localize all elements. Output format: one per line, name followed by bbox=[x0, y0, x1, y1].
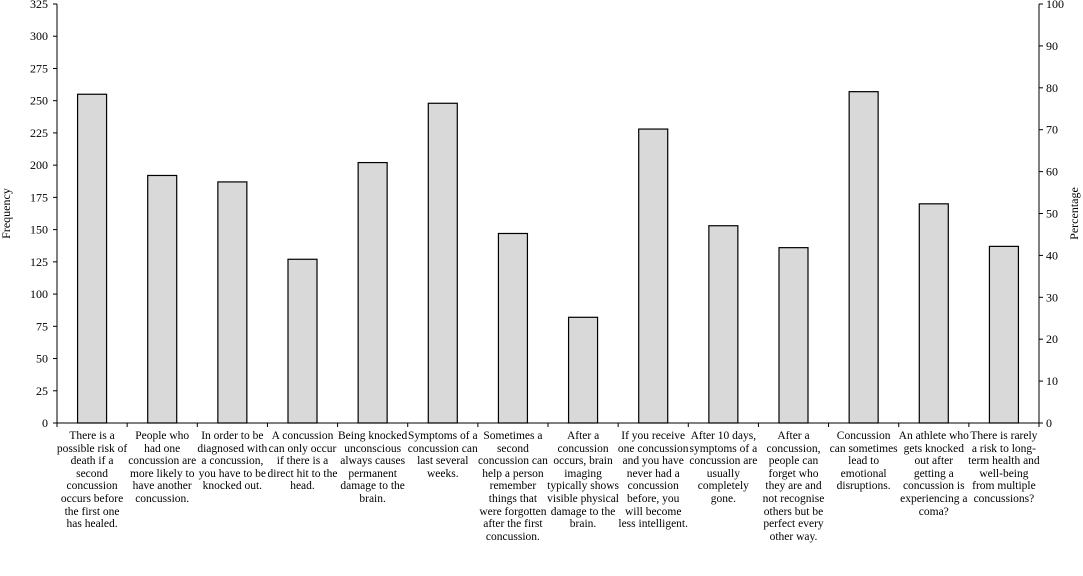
bar bbox=[427, 102, 458, 424]
y2-tick-label: 50 bbox=[1046, 207, 1058, 221]
y-tick-label: 75 bbox=[36, 319, 48, 333]
y2-tick-label: 0 bbox=[1046, 416, 1052, 430]
bar bbox=[76, 93, 108, 424]
bar bbox=[217, 181, 248, 424]
x-category-label: After 10 days, symptoms of a concussion … bbox=[689, 430, 758, 505]
y2-tick-label: 40 bbox=[1046, 248, 1058, 262]
y-tick-label: 50 bbox=[36, 352, 48, 366]
bar bbox=[357, 161, 388, 424]
y-tick-label: 300 bbox=[30, 29, 48, 43]
y2-tick-label: 60 bbox=[1046, 165, 1058, 179]
x-category-label: After a concussion, people can forget wh… bbox=[762, 430, 825, 543]
bar bbox=[778, 247, 809, 424]
x-category-label: People who had one concussion are more l… bbox=[128, 430, 197, 505]
x-category-label: An athlete who gets knocked out after ge… bbox=[898, 430, 969, 518]
y-tick-label: 275 bbox=[30, 61, 48, 75]
bar bbox=[638, 128, 669, 424]
y2-tick-label: 100 bbox=[1046, 0, 1064, 11]
y-tick-label: 25 bbox=[36, 384, 48, 398]
x-category-label: There is a possible risk of death if a s… bbox=[56, 430, 128, 531]
y-tick-label: 125 bbox=[30, 255, 48, 269]
bar bbox=[918, 203, 949, 424]
x-category-label: In order to be diagnosed with a concussi… bbox=[197, 430, 268, 493]
bar bbox=[287, 258, 318, 424]
y-tick-label: 200 bbox=[30, 158, 48, 172]
bar bbox=[147, 174, 178, 424]
y-tick-label: 250 bbox=[30, 94, 48, 108]
ticks-group: 0 25 50 75 100 125 150 175 200 225 250 275 300 325 0 10… bbox=[30, 0, 1064, 430]
y-tick-label: 100 bbox=[30, 287, 48, 301]
x-category-label: Concussion can sometimes lead to emotion… bbox=[829, 430, 898, 493]
bar bbox=[708, 225, 739, 424]
bars-group bbox=[76, 91, 1020, 424]
y2-tick-label: 30 bbox=[1046, 290, 1058, 304]
bar bbox=[988, 245, 1020, 424]
y-axis-title: Frequency bbox=[0, 188, 13, 239]
y-tick-label: 150 bbox=[30, 223, 48, 237]
axes bbox=[56, 4, 1040, 424]
y2-tick-label: 80 bbox=[1046, 81, 1058, 95]
x-category-label: Being knocked unconscious always causes … bbox=[337, 430, 408, 505]
y-tick-label: 0 bbox=[42, 416, 48, 430]
x-category-label: If you receive one concussion and you ha… bbox=[617, 430, 689, 531]
y-tick-label: 175 bbox=[30, 190, 48, 204]
x-category-label: There is rarely a risk to long-term heal… bbox=[968, 430, 1040, 505]
bar bbox=[567, 316, 599, 424]
y2-axis-title: Percentage bbox=[1067, 187, 1081, 240]
x-category-label: Sometimes a second concussion can help a… bbox=[477, 430, 548, 543]
y2-tick-label: 90 bbox=[1046, 39, 1058, 53]
x-category-label: Symptoms of a concussion can last severa… bbox=[407, 430, 478, 480]
x-category-label: After a concussion occurs, brain imaging… bbox=[547, 430, 619, 531]
x-category-label: A concussion can only occur if there is … bbox=[267, 430, 338, 493]
y2-tick-label: 10 bbox=[1046, 374, 1058, 388]
bar bbox=[848, 91, 879, 424]
y2-tick-label: 70 bbox=[1046, 123, 1058, 137]
y2-tick-label: 20 bbox=[1046, 332, 1058, 346]
bar bbox=[497, 232, 529, 424]
y-tick-label: 325 bbox=[30, 0, 48, 11]
y-tick-label: 225 bbox=[30, 126, 48, 140]
